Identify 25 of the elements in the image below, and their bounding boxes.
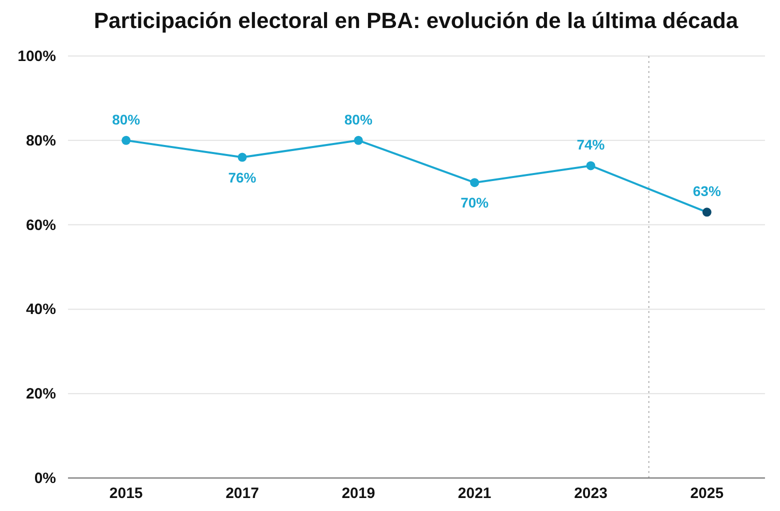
data-label: 80% [344,111,373,128]
x-tick-label: 2017 [226,485,259,502]
point [586,161,596,170]
point [354,136,363,145]
y-tick-label: 100% [18,48,56,65]
y-tick-label: 80% [26,132,56,150]
y-tick-label: 0% [34,470,56,487]
data-label: 76% [228,169,257,186]
data-label: 80% [112,111,141,128]
y-tick-label: 40% [26,301,56,318]
x-tick-label: 2015 [109,485,143,502]
y-tick-label: 20% [26,386,56,403]
x-tick-label: 2025 [690,485,724,502]
data-label: 70% [460,194,490,211]
point [238,152,247,162]
data-label: 74% [576,136,606,153]
x-tick-label: 2023 [574,485,608,502]
point [470,178,480,188]
chart-title: Participación electoral en PBA: evolución de la última década [94,8,739,33]
data-label: 63% [692,183,722,200]
y-tick-label: 60% [26,216,56,234]
x-tick-label: 2019 [342,485,376,502]
point [702,208,712,217]
x-tick-label: 2021 [458,485,492,502]
point [122,136,131,145]
